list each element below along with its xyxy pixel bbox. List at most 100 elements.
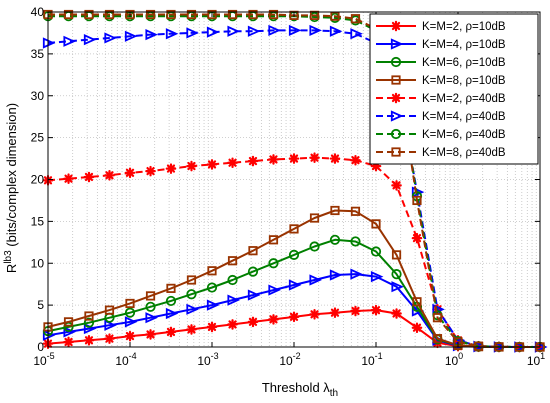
x-tick-label: 101 [527,351,545,368]
x-tick-base: 10 [197,354,211,368]
legend-label: K=M=2, ρ=40dB [422,93,506,105]
legend-label: K=M=4, ρ=10dB [422,39,506,51]
star-stroke [391,93,401,103]
data-point-star [186,324,197,335]
data-point-circle [390,56,402,68]
data-point-star [390,20,402,32]
y-tick-label: 10 [31,256,45,270]
legend-entry-8: K=M=8, ρ=40dB [376,147,506,159]
star-stroke [392,181,401,190]
data-point-circle [268,258,279,269]
data-point-triangle [391,281,404,293]
star-stroke [289,154,299,163]
data-point-triangle [390,38,404,50]
y-tick-label: 20 [31,173,45,187]
data-point-star [227,319,238,330]
data-point-triangle [390,110,404,122]
data-point-circle [124,307,136,318]
data-point-star [165,163,177,174]
data-point-triangle [145,312,158,324]
legend-label: K=M=2, ρ=10dB [422,21,506,33]
star-stroke [310,310,319,319]
data-point-star [247,155,259,167]
star-stroke [125,331,135,341]
star-stroke [228,320,237,329]
data-point-circle [227,274,238,286]
data-point-star [370,304,382,316]
legend-entry-6: K=M=4, ρ=40dB [376,110,506,123]
x-tick-exponent: -2 [293,351,301,361]
x-tick-exponent: -3 [211,351,219,361]
series-4 [43,205,545,352]
star-stroke [105,171,114,180]
data-point-triangle [186,303,199,315]
data-point-triangle [83,34,97,46]
data-point-star [206,321,218,333]
data-point-circle [206,282,218,293]
x-tick-base: 10 [361,354,375,368]
data-point-triangle [124,30,138,42]
data-point-circle [350,236,361,247]
data-point-circle [145,301,156,312]
legend-label: K=M=8, ρ=40dB [422,147,506,159]
data-point-triangle [309,24,322,37]
x-tick-exponent: -1 [375,351,383,361]
y-tick-label: 15 [31,214,45,228]
data-point-triangle [206,299,220,311]
data-point-square [268,9,279,20]
x-tick-exponent: 0 [458,351,463,361]
data-point-square [145,291,156,301]
data-point-triangle [145,29,158,41]
data-point-square [166,9,176,20]
data-point-circle [370,246,382,257]
y-tick-label: 0 [37,340,44,354]
data-point-triangle [104,32,117,44]
y-axis-label-superscript: lb3 [3,250,14,264]
data-point-star [350,305,361,317]
star-stroke [330,154,340,163]
x-tick-labels: 10-5 10-4 10-3 10-2 10-1 100 101 [33,351,545,368]
legend-label: K=M=6, ρ=10dB [422,57,506,69]
data-point-square [432,313,443,323]
data-point-star [391,180,402,191]
data-point-square [186,9,197,20]
data-point-star [104,170,115,181]
data-point-square [330,205,340,216]
data-point-circle [390,128,402,140]
data-point-square [227,9,238,20]
data-point-square [268,235,279,245]
grid [48,12,540,347]
data-point-square [309,213,320,223]
star-stroke [248,156,258,166]
data-point-star [411,322,423,334]
legend-entry-7: K=M=6, ρ=40dB [376,128,506,141]
star-stroke [125,168,135,177]
data-point-square [145,9,156,20]
data-point-circle [329,234,341,245]
data-point-triangle [227,294,240,306]
data-point-circle [165,295,177,307]
y-tick-label: 40 [31,5,45,19]
star-stroke [228,158,237,167]
star-stroke [64,337,73,347]
star-stroke [146,330,155,339]
data-point-star [83,171,95,183]
data-point-star [390,92,402,104]
data-point-square [125,298,135,309]
data-point-triangle [63,326,76,338]
star-stroke [330,308,340,317]
data-point-star [63,336,74,348]
star-stroke [351,156,360,165]
x-axis-label-main: Threshold λ [262,380,330,395]
data-point-star [104,333,115,344]
data-point-star [165,326,177,338]
legend-box [369,13,539,165]
data-point-star [63,173,74,184]
data-point-square [412,195,422,206]
data-point-triangle [227,25,240,37]
data-point-triangle [370,271,384,283]
data-point-square [104,9,115,20]
data-point-triangle [165,307,179,320]
y-axis-label-rest: (bits/complex dimension) [4,103,19,250]
data-point-star [145,165,156,177]
